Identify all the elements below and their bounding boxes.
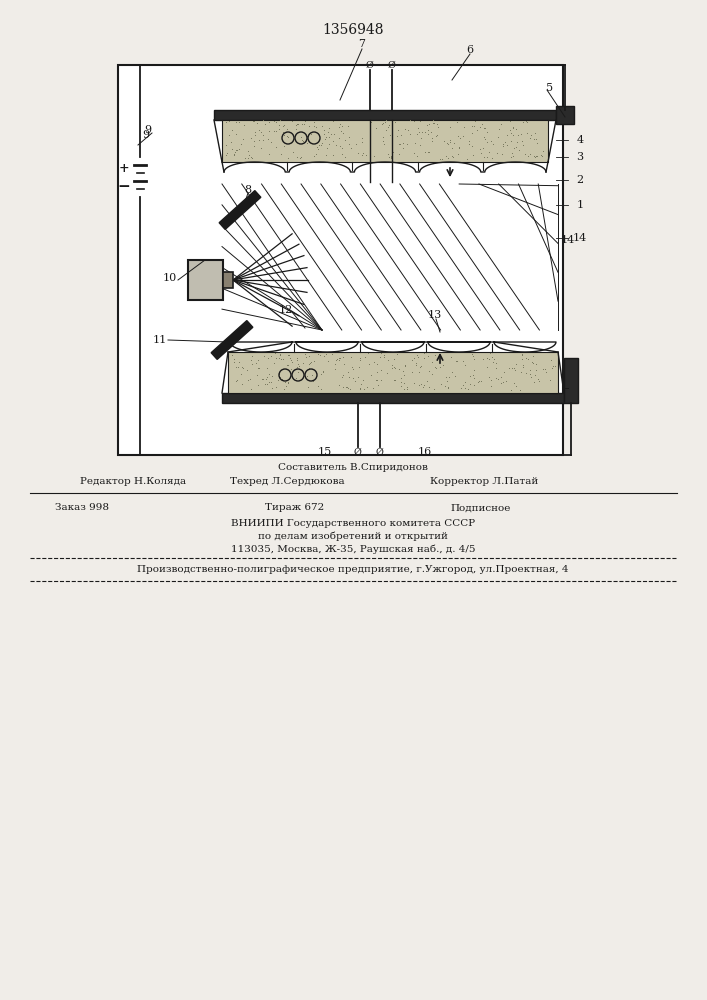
Text: 4: 4: [576, 135, 583, 145]
Text: Ø: Ø: [354, 448, 362, 456]
Text: 113035, Москва, Ж-35, Раушская наб., д. 4/5: 113035, Москва, Ж-35, Раушская наб., д. …: [230, 544, 475, 554]
Text: Составитель В.Спиридонов: Составитель В.Спиридонов: [278, 464, 428, 473]
Text: Ø: Ø: [376, 448, 384, 456]
Text: Производственно-полиграфическое предприятие, г.Ужгород, ул.Проектная, 4: Производственно-полиграфическое предприя…: [137, 566, 568, 574]
Text: Тираж 672: Тираж 672: [265, 504, 325, 512]
Text: 9: 9: [142, 130, 150, 140]
Text: Техред Л.Сердюкова: Техред Л.Сердюкова: [230, 478, 344, 487]
Text: 14: 14: [573, 233, 587, 243]
Text: 9: 9: [144, 125, 151, 135]
Polygon shape: [219, 191, 261, 229]
Text: по делам изобретений и открытий: по делам изобретений и открытий: [258, 531, 448, 541]
Text: +: +: [119, 161, 129, 174]
Polygon shape: [211, 321, 253, 359]
Text: 7: 7: [358, 39, 366, 49]
Text: −: −: [117, 180, 130, 194]
Text: Корректор Л.Патай: Корректор Л.Патай: [430, 478, 538, 487]
Bar: [214, 110, 556, 120]
Text: Ø: Ø: [388, 60, 396, 70]
Bar: [564, 358, 578, 403]
Text: 14: 14: [561, 235, 575, 245]
Text: 1: 1: [576, 200, 583, 210]
Text: 5: 5: [547, 83, 554, 93]
Bar: [223, 272, 233, 288]
Text: 13: 13: [428, 310, 442, 320]
Text: 10: 10: [163, 273, 177, 283]
Text: Подписное: Подписное: [450, 504, 510, 512]
Bar: [118, 65, 563, 455]
Bar: [228, 352, 558, 393]
Text: Редактор Н.Коляда: Редактор Н.Коляда: [80, 478, 186, 487]
Text: 15: 15: [318, 447, 332, 457]
Text: 8: 8: [245, 185, 252, 195]
Bar: [188, 260, 223, 300]
Text: 16: 16: [418, 447, 432, 457]
Text: ВНИИПИ Государственного комитета СССР: ВНИИПИ Государственного комитета СССР: [231, 518, 475, 528]
Text: 17: 17: [565, 385, 579, 395]
Bar: [556, 106, 574, 124]
Text: 11: 11: [153, 335, 167, 345]
Text: 12: 12: [279, 305, 293, 315]
Text: 3: 3: [576, 152, 583, 162]
Bar: [222, 120, 548, 162]
Text: Ø: Ø: [366, 60, 374, 70]
Bar: [222, 393, 564, 403]
Text: Заказ 998: Заказ 998: [55, 504, 109, 512]
Text: 1356948: 1356948: [322, 23, 384, 37]
Text: 6: 6: [467, 45, 474, 55]
Text: 2: 2: [576, 175, 583, 185]
